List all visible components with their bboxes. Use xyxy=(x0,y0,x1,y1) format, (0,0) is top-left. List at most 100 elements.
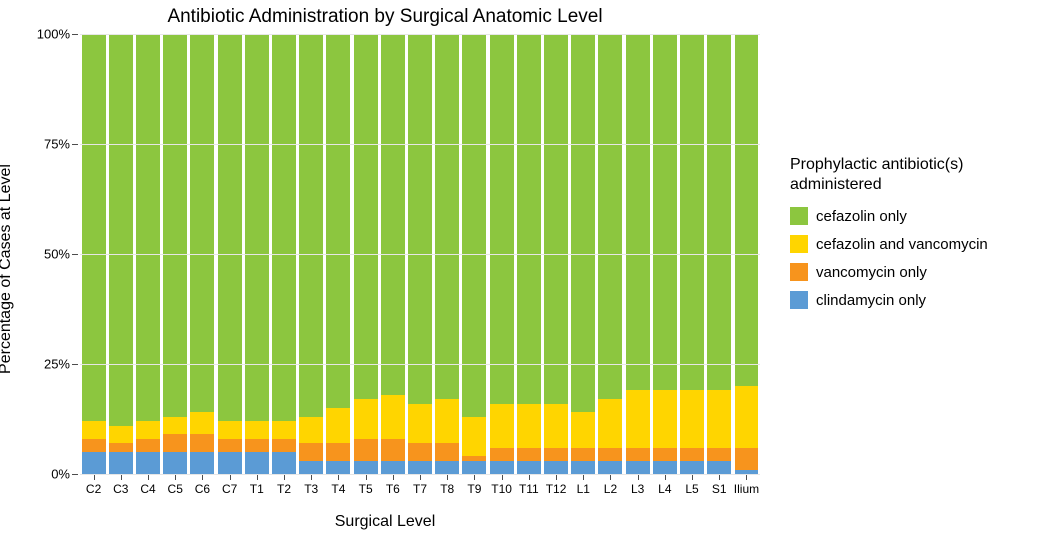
bar-segment xyxy=(598,461,622,474)
legend-label: cefazolin and vancomycin xyxy=(816,236,988,253)
bar-segment xyxy=(462,461,486,474)
x-tick-label: T7 xyxy=(413,482,427,496)
bar-segment xyxy=(680,390,704,447)
legend-label: vancomycin only xyxy=(816,264,927,281)
bar-segment xyxy=(408,461,432,474)
y-tick xyxy=(72,474,78,475)
bar-segment xyxy=(82,452,106,474)
x-tick-label: L1 xyxy=(577,482,590,496)
bar-segment xyxy=(381,34,405,395)
bar-segment xyxy=(626,34,650,390)
x-tick-label: C3 xyxy=(113,482,128,496)
bar-segment xyxy=(299,417,323,443)
legend-swatch xyxy=(790,207,808,225)
legend-item: vancomycin only xyxy=(790,263,1030,281)
x-tick-label: T8 xyxy=(440,482,454,496)
bar-segment xyxy=(707,448,731,461)
bar-segment xyxy=(462,417,486,457)
y-tick xyxy=(72,254,78,255)
bar-segment xyxy=(490,34,514,404)
bar-segment xyxy=(109,34,133,426)
x-tick-label: C6 xyxy=(195,482,210,496)
bar-segment xyxy=(163,434,187,452)
bar-segment xyxy=(190,452,214,474)
legend-label: cefazolin only xyxy=(816,208,907,225)
x-tick-label: C2 xyxy=(86,482,101,496)
y-tick-label: 0% xyxy=(51,467,70,482)
bar-segment xyxy=(626,390,650,447)
bar-segment xyxy=(544,404,568,448)
x-tick-label: T3 xyxy=(304,482,318,496)
bar-segment xyxy=(299,34,323,417)
bar-segment xyxy=(544,34,568,404)
bar-segment xyxy=(680,34,704,390)
x-tick-label: T11 xyxy=(519,482,539,496)
grid-line xyxy=(80,144,760,145)
bar-segment xyxy=(462,34,486,417)
page: Antibiotic Administration by Surgical An… xyxy=(0,0,1050,537)
bar-segment xyxy=(272,452,296,474)
bar-segment xyxy=(245,439,269,452)
legend: Prophylactic antibiotic(s)administered c… xyxy=(790,155,1030,319)
x-tick-label: L5 xyxy=(685,482,698,496)
bar-segment xyxy=(544,448,568,461)
x-tick-label: T10 xyxy=(491,482,512,496)
bar-segment xyxy=(408,404,432,444)
bar-segment xyxy=(598,448,622,461)
grid-line xyxy=(80,364,760,365)
bar-segment xyxy=(735,448,759,470)
bar-segment xyxy=(136,439,160,452)
bar-segment xyxy=(571,461,595,474)
bar-segment xyxy=(735,386,759,448)
bar-segment xyxy=(517,34,541,404)
bar-segment xyxy=(218,421,242,439)
x-tick-label: S1 xyxy=(712,482,727,496)
x-tick-label: T4 xyxy=(331,482,345,496)
bar-segment xyxy=(435,461,459,474)
chart-area: Antibiotic Administration by Surgical An… xyxy=(0,0,770,537)
x-axis-title: Surgical Level xyxy=(0,513,770,531)
x-tick-label: L3 xyxy=(631,482,644,496)
bar-segment xyxy=(626,461,650,474)
legend-label: clindamycin only xyxy=(816,292,926,309)
x-tick-label: T6 xyxy=(386,482,400,496)
bar-segment xyxy=(326,443,350,461)
bar-segment xyxy=(626,448,650,461)
y-axis-title: Percentage of Cases at Level xyxy=(0,164,15,374)
bar-segment xyxy=(653,448,677,461)
plot-area: C2C3C4C5C6C7T1T2T3T4T5T6T7T8T9T10T11T12L… xyxy=(80,34,760,474)
bar-segment xyxy=(218,439,242,452)
bar-segment xyxy=(707,34,731,390)
bar-segment xyxy=(707,390,731,447)
bar-segment xyxy=(136,452,160,474)
bar-segment xyxy=(163,417,187,435)
legend-swatch xyxy=(790,263,808,281)
bar-segment xyxy=(490,404,514,448)
bar-segment xyxy=(381,395,405,439)
bar-segment xyxy=(517,461,541,474)
bar-segment xyxy=(598,34,622,399)
x-tick-label: C5 xyxy=(168,482,183,496)
bar-segment xyxy=(408,34,432,404)
bar-segment xyxy=(653,34,677,390)
bar-segment xyxy=(190,412,214,434)
bar-segment xyxy=(735,34,759,386)
bar-segment xyxy=(218,452,242,474)
x-tick-label: T5 xyxy=(359,482,373,496)
grid-line xyxy=(80,474,760,475)
legend-item: cefazolin and vancomycin xyxy=(790,235,1030,253)
legend-swatch xyxy=(790,291,808,309)
y-tick-label: 100% xyxy=(37,27,70,42)
bar-segment xyxy=(490,461,514,474)
chart-title: Antibiotic Administration by Surgical An… xyxy=(0,6,770,28)
grid-line xyxy=(80,34,760,35)
x-tick-label: L2 xyxy=(604,482,617,496)
bar-segment xyxy=(245,421,269,439)
legend-title: Prophylactic antibiotic(s)administered xyxy=(790,155,1030,195)
x-tick-label: T9 xyxy=(467,482,481,496)
bar-segment xyxy=(653,390,677,447)
y-tick xyxy=(72,144,78,145)
bar-segment xyxy=(163,34,187,417)
bar-segment xyxy=(354,461,378,474)
bar-segment xyxy=(245,452,269,474)
